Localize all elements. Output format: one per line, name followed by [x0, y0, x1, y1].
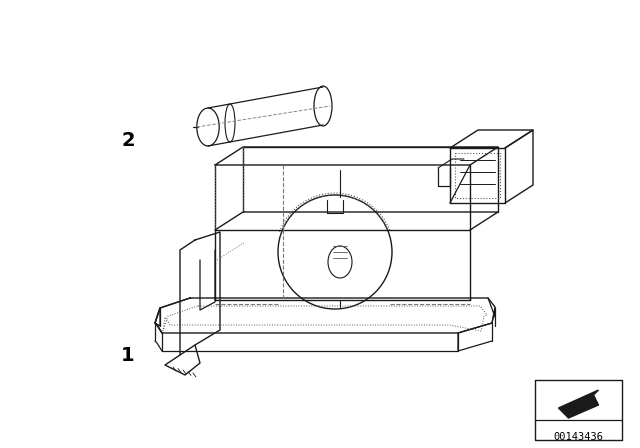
- Polygon shape: [559, 390, 598, 418]
- Text: 00143436: 00143436: [554, 432, 604, 442]
- Text: 1: 1: [121, 345, 135, 365]
- Text: 2: 2: [121, 130, 135, 150]
